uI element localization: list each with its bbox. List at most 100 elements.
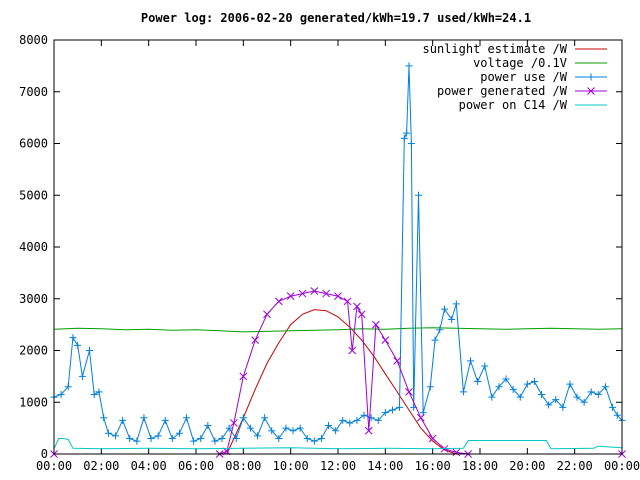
- series-voltage-0-1v: [53, 327, 623, 333]
- data-point: [86, 347, 93, 354]
- data-point: [587, 87, 595, 95]
- data-point: [426, 383, 434, 391]
- data-point: [183, 414, 191, 422]
- series-line: [53, 438, 623, 450]
- data-point: [509, 385, 517, 393]
- series-line: [54, 290, 622, 455]
- data-point: [530, 378, 538, 386]
- data-point: [441, 305, 448, 313]
- legend-label: power use /W: [480, 70, 567, 84]
- data-point: [405, 388, 413, 396]
- data-point: [381, 336, 390, 345]
- chart-title: Power log: 2006-02-20 generated/kWh=19.7…: [141, 11, 531, 25]
- x-tick-label: 20:00: [509, 459, 545, 473]
- data-point: [190, 437, 198, 445]
- plot-frame: [53, 39, 623, 455]
- data-point: [400, 134, 408, 142]
- data-point: [587, 388, 595, 396]
- data-point: [516, 393, 524, 401]
- data-point: [353, 302, 361, 311]
- data-point: [566, 380, 574, 388]
- data-point: [481, 362, 489, 370]
- data-point: [559, 403, 567, 411]
- x-tick-label: 02:00: [83, 459, 119, 473]
- data-point: [197, 434, 205, 442]
- x-tick-label: 18:00: [462, 459, 498, 473]
- data-point: [388, 406, 396, 414]
- data-point: [538, 390, 546, 398]
- series-power-use-w: [50, 62, 626, 445]
- x-tick-label: 10:00: [273, 459, 309, 473]
- y-tick-label: 4000: [19, 240, 48, 254]
- data-point: [325, 422, 333, 430]
- legend-marker: [587, 73, 595, 81]
- data-point: [161, 416, 169, 424]
- legend-label: power generated /W: [437, 84, 568, 98]
- data-point: [246, 424, 254, 432]
- data-point: [239, 414, 247, 422]
- data-point: [251, 336, 260, 345]
- series-line: [226, 309, 457, 455]
- data-point: [523, 380, 531, 388]
- data-point: [502, 375, 510, 383]
- data-point: [317, 434, 325, 442]
- data-point: [495, 383, 503, 391]
- series-line: [53, 327, 623, 333]
- data-point: [348, 346, 357, 355]
- series-power-generated-w: [50, 287, 626, 458]
- data-point: [232, 434, 240, 442]
- data-point: [90, 390, 98, 398]
- y-tick-label: 7000: [19, 85, 48, 99]
- data-point: [573, 393, 581, 401]
- data-point: [452, 448, 461, 457]
- data-point: [374, 416, 382, 424]
- data-point: [364, 426, 373, 435]
- data-point: [416, 413, 425, 422]
- x-tick-label: 04:00: [131, 459, 167, 473]
- data-point: [431, 336, 439, 344]
- data-point: [580, 398, 588, 406]
- data-point: [100, 414, 108, 422]
- y-tick-label: 0: [41, 447, 48, 461]
- x-tick-label: 14:00: [367, 459, 403, 473]
- x-tick-label: 00:00: [604, 459, 640, 473]
- y-tick-label: 5000: [19, 188, 48, 202]
- data-point: [64, 383, 72, 391]
- data-point: [254, 432, 262, 440]
- data-point: [126, 434, 134, 442]
- data-point: [298, 289, 307, 298]
- data-point: [428, 434, 437, 443]
- data-point: [310, 437, 318, 445]
- x-tick-label: 12:00: [320, 459, 356, 473]
- data-point: [601, 383, 609, 391]
- y-tick-label: 1000: [19, 395, 48, 409]
- y-tick-label: 8000: [19, 33, 48, 47]
- data-point: [396, 403, 404, 411]
- data-point: [263, 310, 271, 319]
- legend-label: sunlight estimate /W: [423, 42, 568, 56]
- x-tick-label: 06:00: [178, 459, 214, 473]
- legend-label: power on C14 /W: [459, 98, 568, 112]
- data-point: [175, 429, 183, 437]
- data-point: [286, 292, 295, 301]
- data-point: [230, 419, 238, 427]
- data-point: [133, 437, 141, 445]
- plot-area: [50, 62, 626, 458]
- data-point: [147, 434, 155, 442]
- data-point: [452, 300, 460, 308]
- data-point: [204, 422, 212, 430]
- data-point: [552, 396, 560, 404]
- data-point: [545, 401, 553, 409]
- data-point: [488, 393, 496, 401]
- data-point: [239, 372, 248, 381]
- data-point: [448, 315, 456, 323]
- x-tick-label: 22:00: [557, 459, 593, 473]
- data-point: [407, 140, 415, 147]
- data-point: [367, 414, 375, 422]
- data-point: [594, 390, 602, 398]
- data-point: [360, 411, 368, 419]
- data-point: [609, 403, 617, 411]
- x-tick-label: 16:00: [415, 459, 451, 473]
- data-point: [332, 427, 340, 435]
